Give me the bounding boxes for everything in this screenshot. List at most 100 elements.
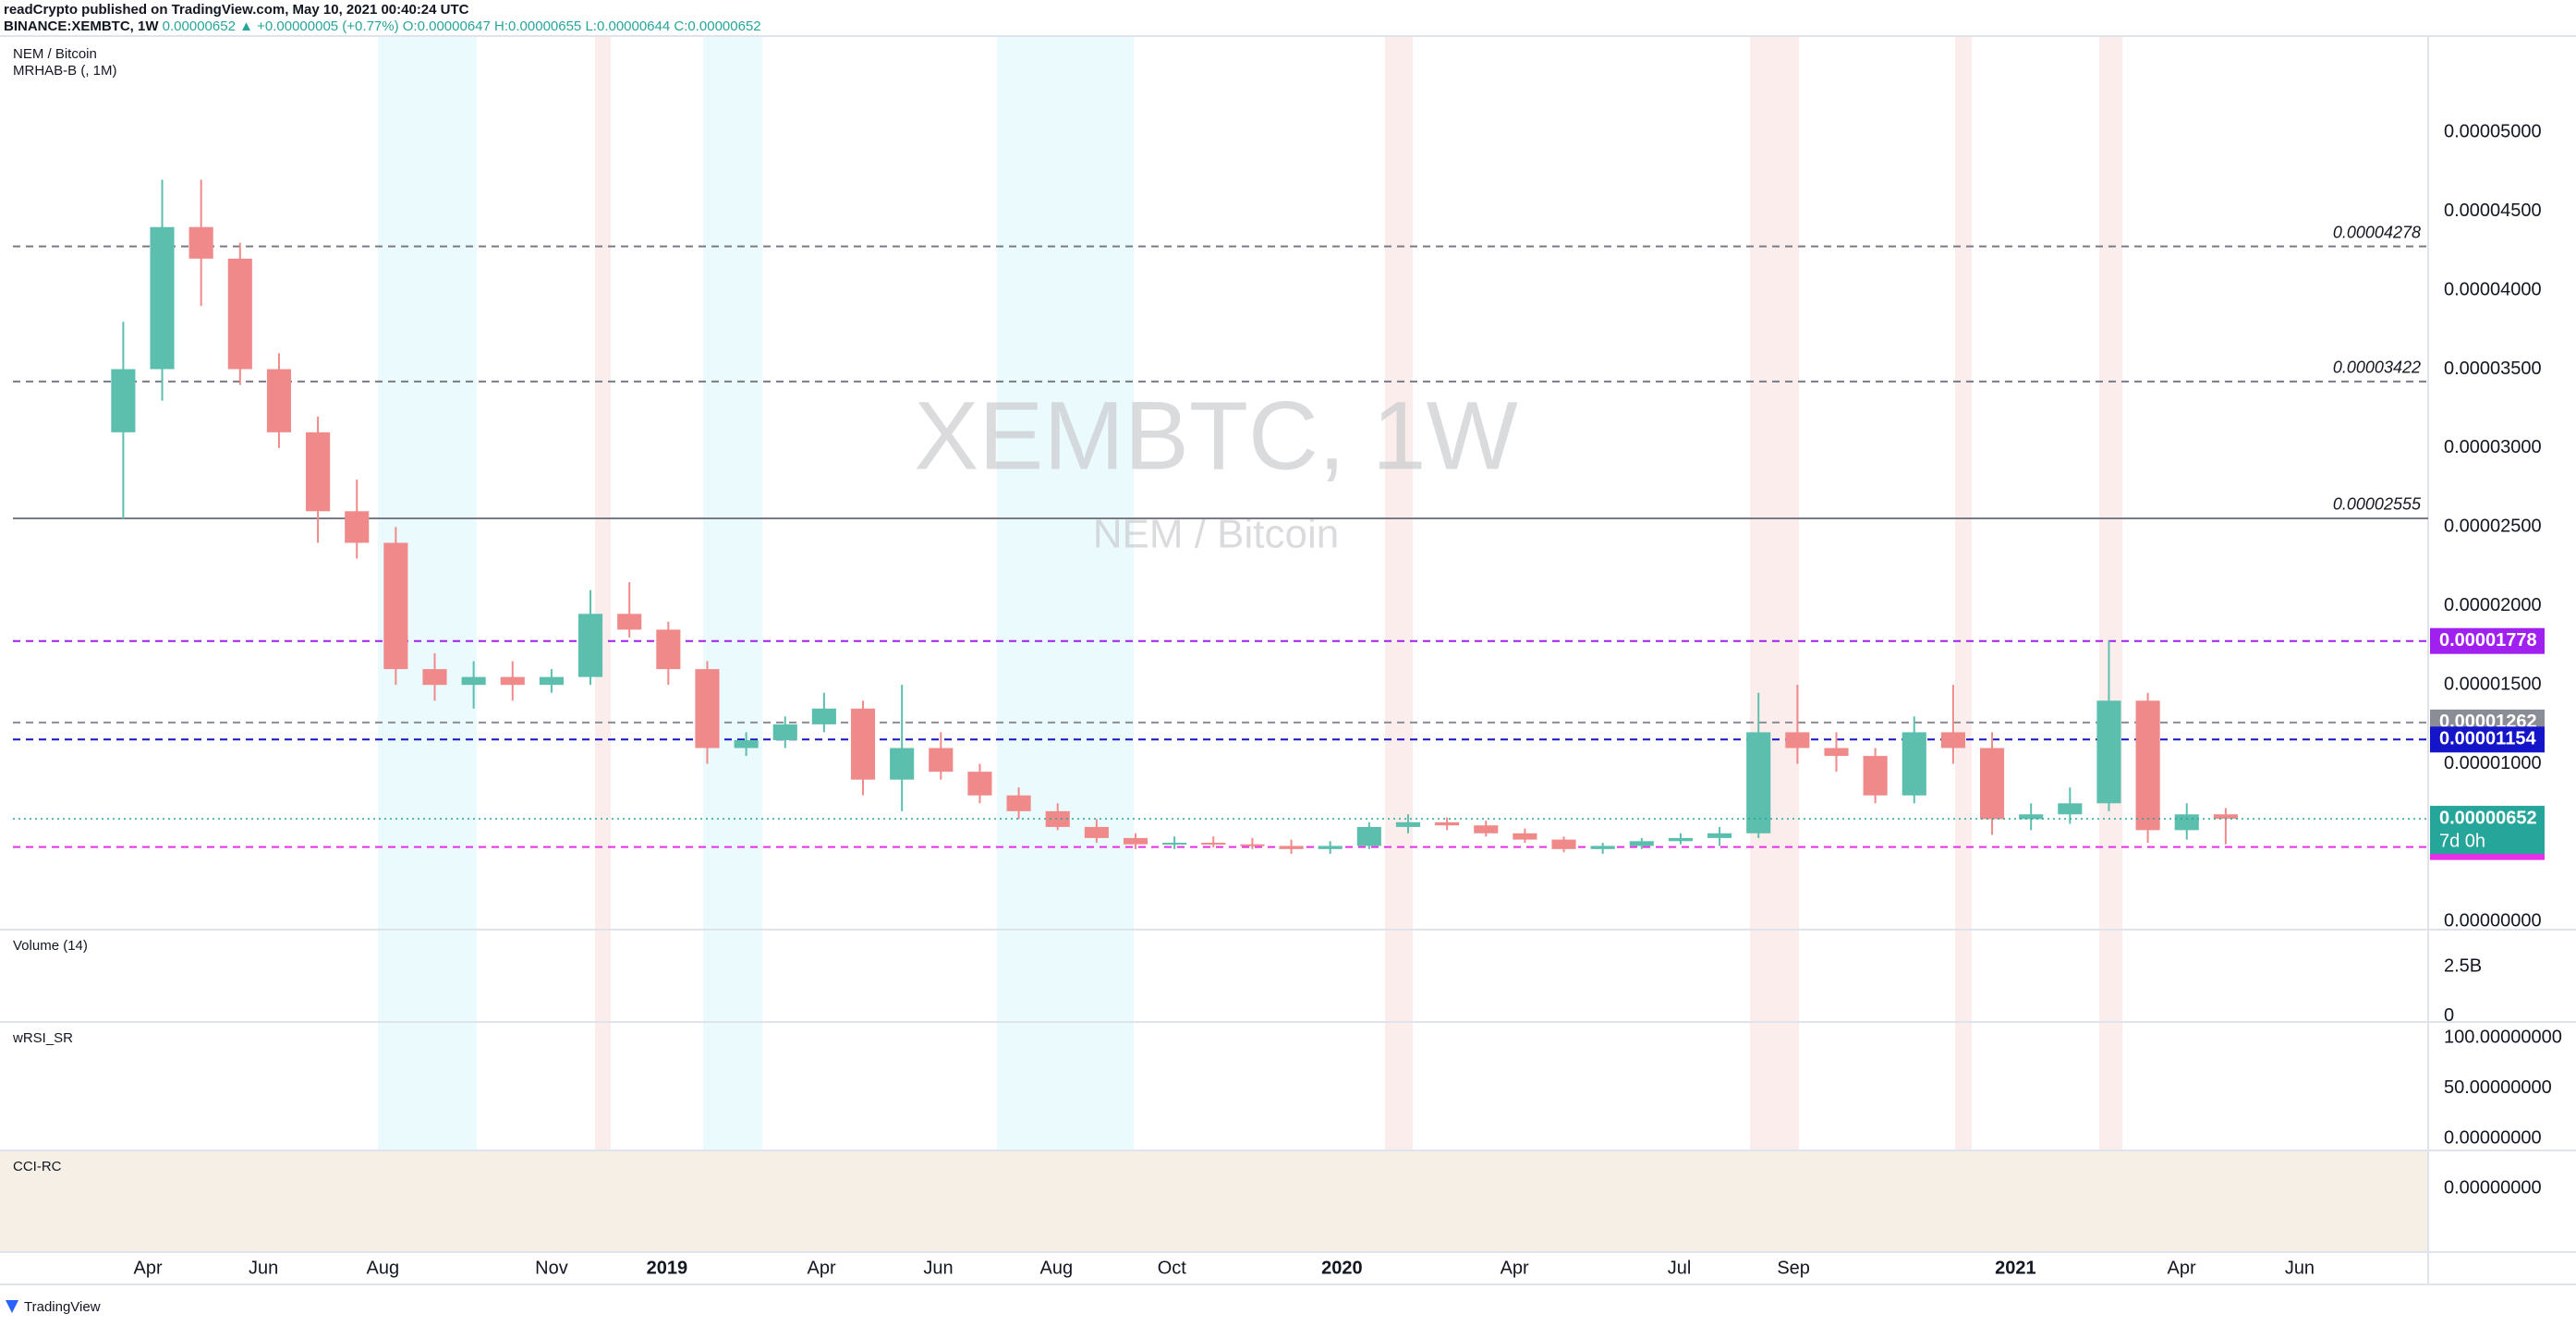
last-price-box [2430,806,2545,855]
pane-title: wRSI_SR [12,1030,73,1046]
pane-title: CCI-RC [13,1159,62,1174]
y-tick-label: 0.00002500 [2444,517,2542,537]
y-tick-label: 2.5B [2444,956,2482,977]
cci-background [0,1150,2428,1252]
y-tick-label: 0.00000000 [2444,1127,2542,1148]
candle-body [1240,844,1265,846]
candle-body [2019,814,2044,820]
x-tick-label: Jun [2285,1258,2315,1278]
logo [6,1300,18,1313]
x-tick-label: Aug [367,1258,400,1278]
x-tick-label: 2021 [1995,1258,2036,1278]
x-tick-label: Apr [134,1258,163,1278]
publisher: readCrypto published on TradingView.com,… [4,2,469,18]
y-tick-label: 0.00003000 [2444,437,2542,457]
candle-body [1746,732,1771,833]
candle-body [890,748,915,780]
candle-body [695,669,720,748]
price-level-label: 0.00001778 [2439,630,2537,651]
pane-title: Volume (14) [13,938,88,954]
y-tick-label: 0.00004000 [2444,279,2542,299]
candle-body [850,708,876,780]
candle-body [1902,732,1926,796]
candle-body [1940,732,1965,748]
candle-body [1279,845,1304,849]
change: +0.00000005 (+0.77%) [257,18,398,34]
candle-body [1006,795,1031,811]
candle-body [1863,756,1888,796]
candle-body [266,369,292,432]
x-tick-label: Sep [1777,1258,1810,1278]
candle-body [1513,833,1537,840]
x-tick-label: Apr [2168,1258,2196,1278]
candle-body [150,226,175,370]
price-level-label: 0.00004278 [2333,223,2421,241]
highlight [1750,36,1799,1252]
price-level-label: 0.00001154 [2439,729,2536,749]
candle-body [1045,810,1070,827]
candle-body [1162,843,1187,845]
y-tick-label: 50.00000000 [2444,1077,2552,1098]
candle-body [1824,748,1849,757]
candle-body [188,226,213,259]
candle-body [1707,833,1732,838]
x-tick-label: Jun [249,1258,278,1278]
countdown: 7d 0h [2439,831,2485,851]
candle-body [929,748,954,772]
x-tick-label: Apr [808,1258,836,1278]
highlight [2099,36,2122,1252]
candle-body [1590,845,1615,849]
x-tick-label: Jul [1668,1258,1692,1278]
candle-body [500,676,525,686]
candle-body [1668,837,1694,842]
candle-body [1551,839,1576,849]
x-tick-label: Jun [923,1258,953,1278]
candle-body [111,369,136,432]
watermark-symbol: XEMBTC, 1W [914,383,1517,491]
candle-body [1435,821,1460,826]
candle-body [617,614,642,630]
candle-body [1395,821,1421,827]
candle-body [1084,826,1109,838]
candle-body [577,614,603,677]
open: O:0.00000647 [403,18,491,34]
x-tick-label: Aug [1040,1258,1074,1278]
highlight [595,36,611,1252]
y-tick-label: 100.00000000 [2444,1028,2562,1048]
candle-body [2096,700,2121,804]
session-highlights [378,36,2122,1252]
candle-body [461,676,486,686]
candle-body [539,676,564,686]
y-tick-label: 0.00005000 [2444,121,2542,141]
y-tick-label: 0.00002000 [2444,595,2542,615]
last-price-label: 0.00000652 [2439,808,2537,828]
y-tick-label: 0.00004500 [2444,201,2542,221]
highlight [703,36,762,1252]
y-tick-label: 0.00001500 [2444,674,2542,694]
candle-body [811,708,836,724]
candle-body [1979,748,2005,820]
candle-body [2135,700,2160,831]
highlight [997,36,1134,1252]
y-tick-label: 0.00001000 [2444,753,2542,773]
highlight [1955,36,1972,1252]
candle-body [1474,825,1499,833]
x-tick-label: 2020 [1321,1258,1363,1278]
candle-body [2174,814,2199,831]
candle-body [1201,843,1226,845]
arrow: ▲ [239,18,253,34]
price-level-box [2430,627,2545,654]
y-tick-label: 0.00000000 [2444,911,2542,931]
y-tick-label: 0 [2444,1005,2454,1026]
price: 0.00000652 [163,18,236,34]
x-tick-label: Nov [535,1258,568,1278]
candle-body [1356,826,1381,846]
candle-body [306,432,331,512]
candle-body [2213,814,2238,820]
candle-body [345,511,370,543]
y-tick-label: 0.00000000 [2444,1178,2542,1198]
candle-body [227,258,252,370]
close: C:0.00000652 [674,18,760,34]
high: H:0.00000655 [494,18,581,34]
